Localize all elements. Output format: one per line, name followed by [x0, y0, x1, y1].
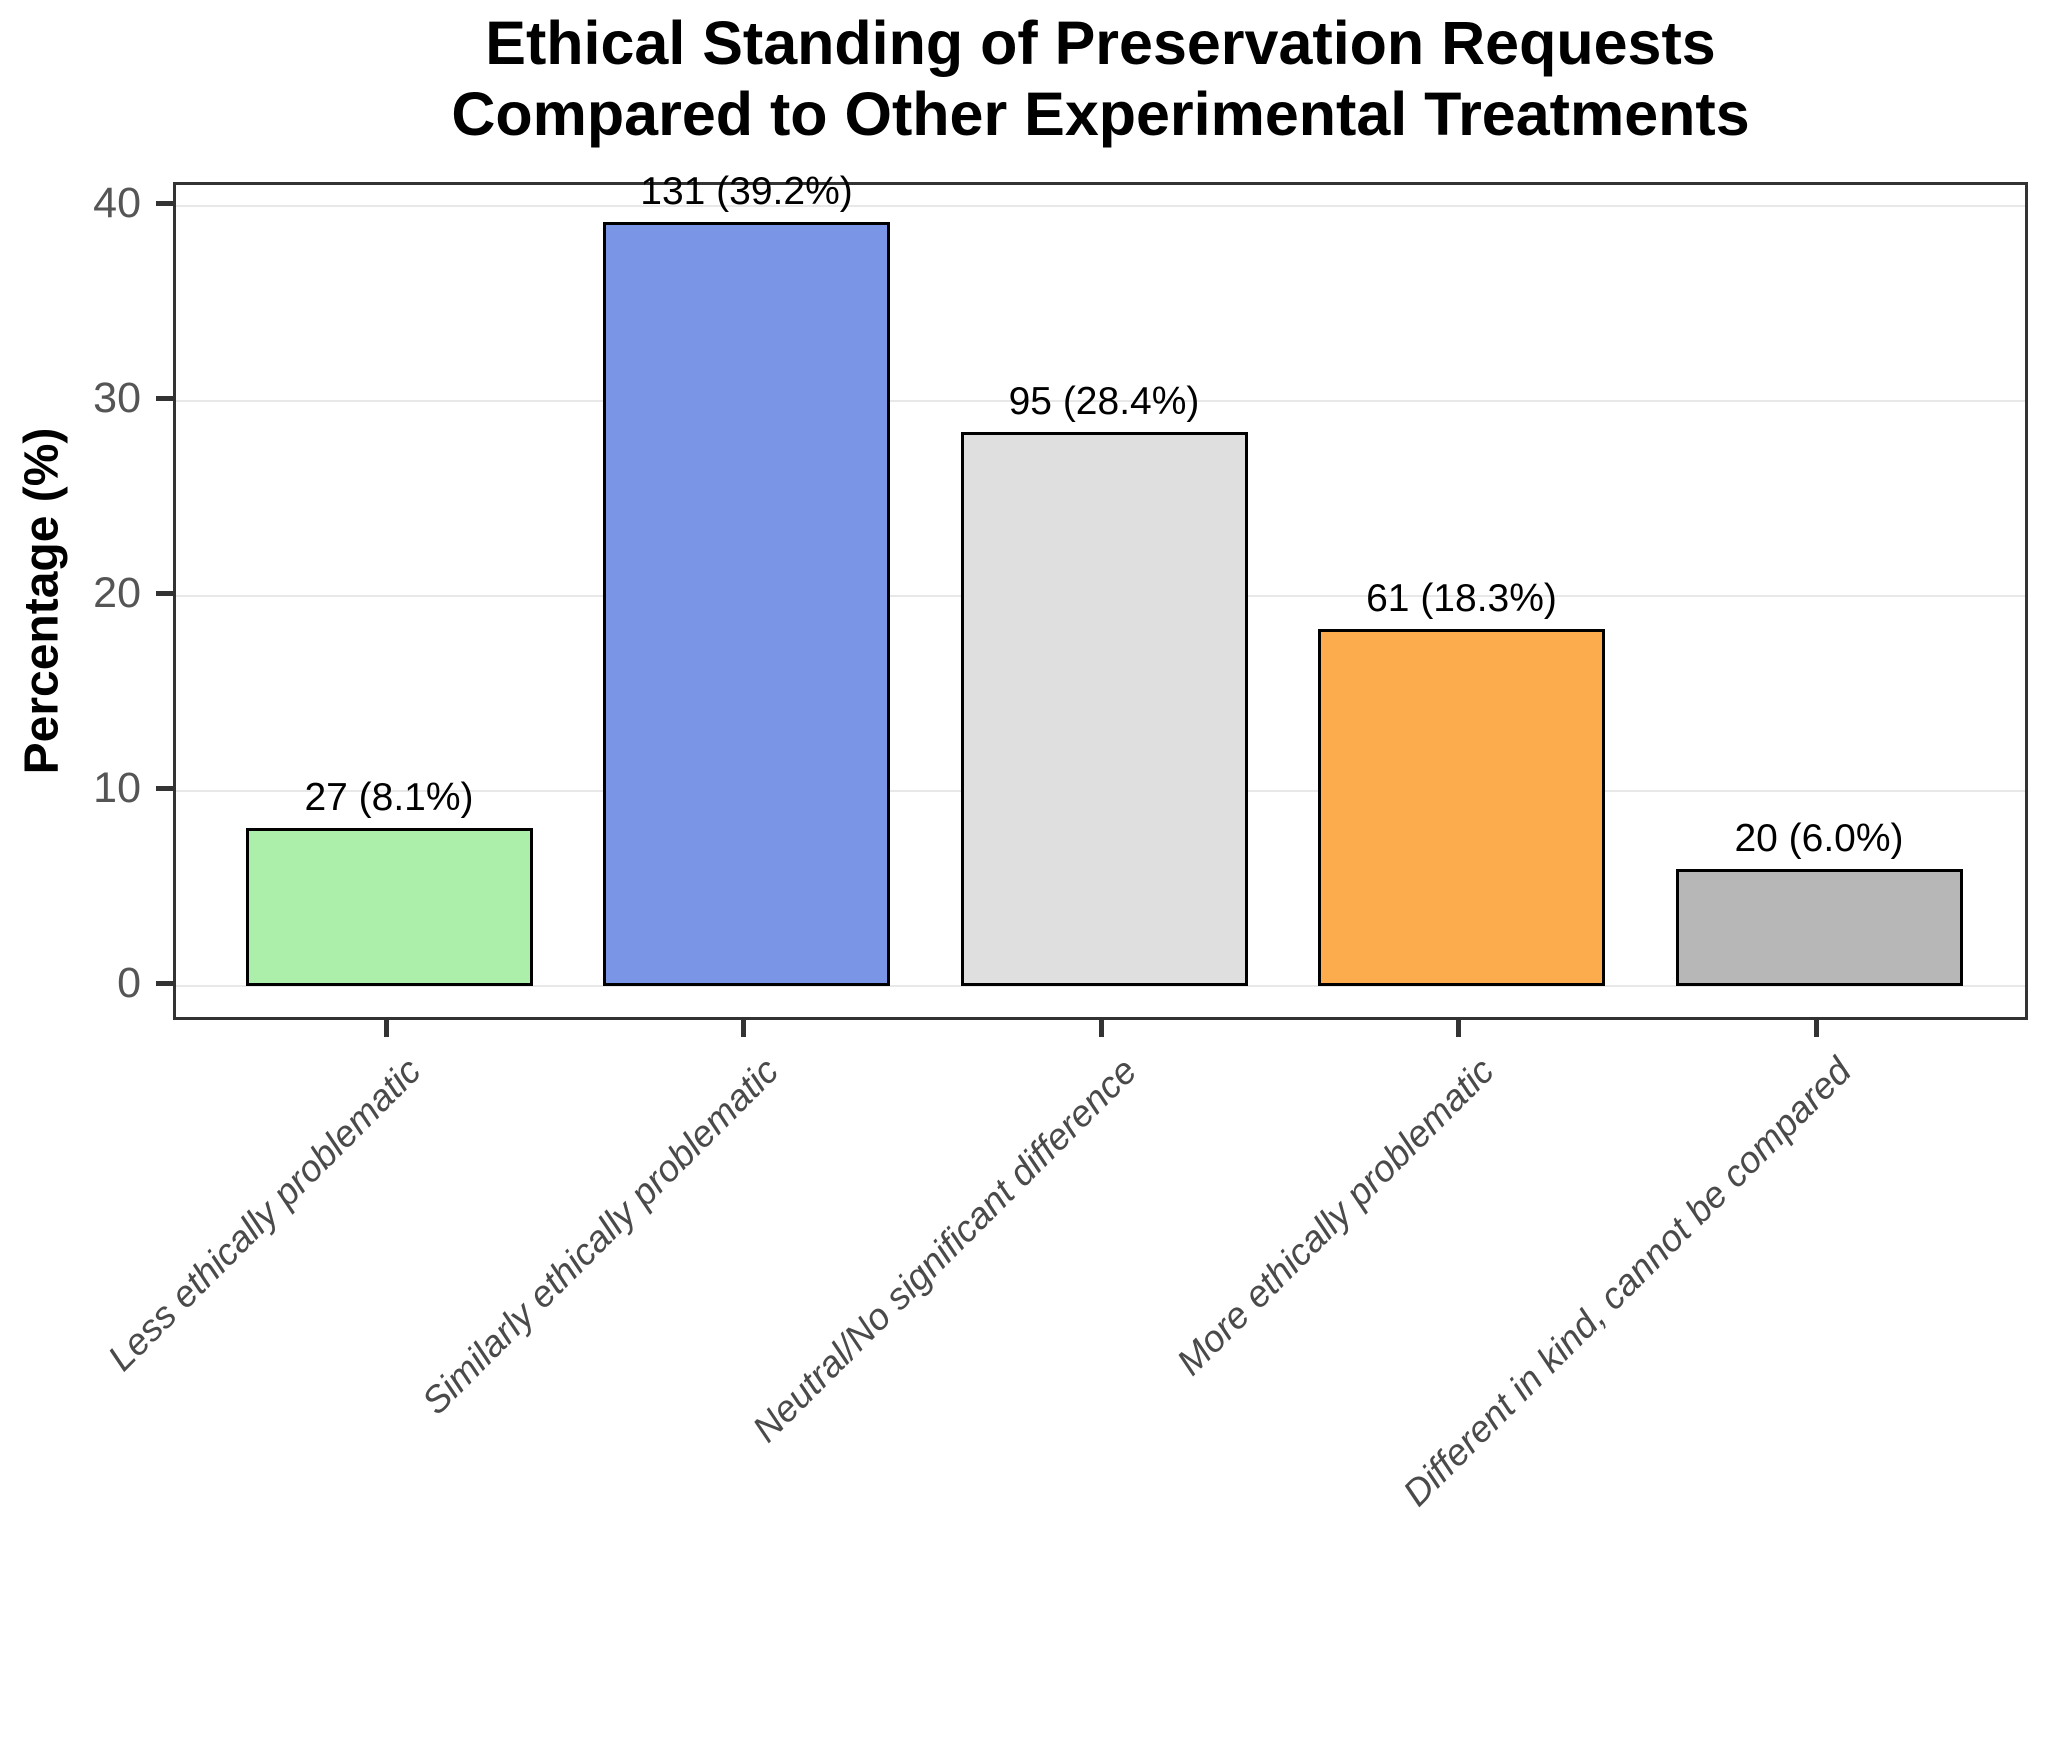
- y-tick-label-10: 10: [93, 764, 141, 812]
- y-tick-40: [156, 200, 173, 206]
- gridline-y-30: [176, 400, 2025, 402]
- x-tick-less-ethically-problematic: [383, 1020, 389, 1037]
- y-tick-label-0: 0: [117, 959, 141, 1007]
- bar-value-label-more-ethically-problematic: 61 (18.3%): [1366, 577, 1557, 621]
- bar-more-ethically-problematic: [1318, 629, 1605, 986]
- bar-value-label-neutral-no-significant-difference: 95 (28.4%): [1008, 380, 1200, 424]
- y-tick-30: [156, 395, 173, 401]
- x-tick-neutral-no-significant-difference: [1098, 1020, 1104, 1037]
- y-tick-10: [156, 785, 173, 791]
- bar-different-in-kind-cannot-be-compared: [1675, 869, 1963, 986]
- bar-similarly-ethically-problematic: [603, 221, 890, 986]
- bar-neutral-no-significant-difference: [960, 432, 1248, 986]
- bar-value-label-similarly-ethically-problematic: 131 (39.2%): [640, 169, 853, 213]
- x-tick-similarly-ethically-problematic: [741, 1020, 746, 1037]
- y-tick-label-30: 30: [93, 374, 141, 422]
- y-tick-0: [156, 980, 173, 986]
- bar-less-ethically-problematic: [245, 828, 533, 986]
- chart-title: Ethical Standing of Preservation Request…: [451, 9, 1750, 149]
- x-tick-label-similarly-ethically-problematic: Similarly ethically problematic: [414, 1050, 787, 1423]
- plot-area: 27 (8.1%) 131 (39.2%) 95 (28.4%) 61 (18.3%)…: [173, 170, 2028, 1020]
- x-tick-label-neutral-no-significant-difference: Neutral/No significant difference: [744, 1050, 1144, 1450]
- y-tick-label-40: 40: [93, 179, 141, 227]
- x-tick-label-different-in-kind-cannot-be-compared: Different in kind, cannot be compared: [1395, 1050, 1859, 1514]
- x-tick-different-in-kind-cannot-be-compared: [1813, 1020, 1819, 1037]
- y-tick-label-20: 20: [93, 569, 141, 617]
- gridline-y-40: [176, 205, 2025, 207]
- x-tick-label-less-ethically-problematic: Less ethically problematic: [100, 1050, 429, 1379]
- bar-value-label-less-ethically-problematic: 27 (8.1%): [304, 776, 474, 820]
- y-tick-20: [156, 590, 173, 596]
- gridline-y-0: [176, 985, 2025, 987]
- bar-value-label-different-in-kind-cannot-be-compared: 20 (6.0%): [1734, 817, 1904, 860]
- x-tick-label-more-ethically-problematic: More ethically problematic: [1168, 1050, 1502, 1383]
- x-tick-more-ethically-problematic: [1456, 1020, 1461, 1037]
